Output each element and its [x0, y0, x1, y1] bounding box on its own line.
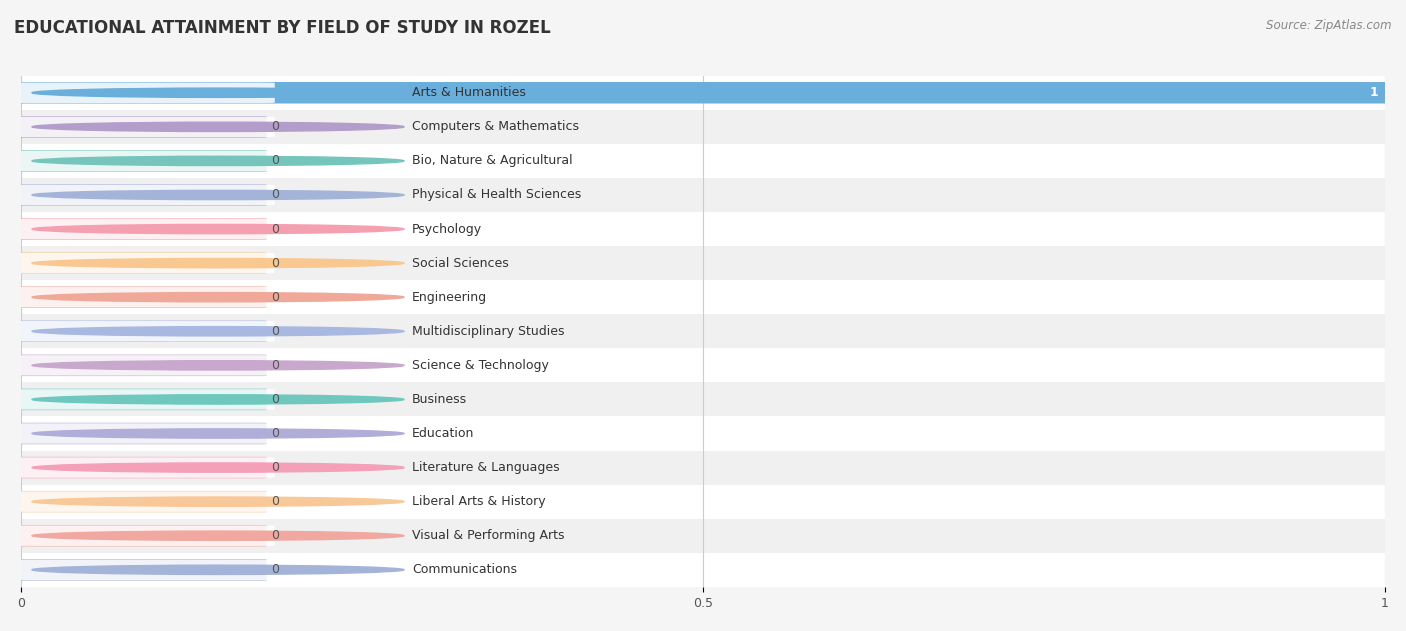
- Bar: [21, 382, 1385, 416]
- Circle shape: [32, 191, 404, 199]
- Bar: [21, 110, 1385, 144]
- Text: 0: 0: [271, 121, 278, 133]
- Bar: [21, 212, 1385, 246]
- Text: Communications: Communications: [412, 563, 517, 576]
- Text: Education: Education: [412, 427, 475, 440]
- Text: 0: 0: [271, 257, 278, 269]
- FancyBboxPatch shape: [14, 82, 1392, 103]
- FancyBboxPatch shape: [14, 150, 267, 172]
- FancyBboxPatch shape: [15, 389, 274, 410]
- FancyBboxPatch shape: [14, 184, 267, 206]
- Bar: [21, 519, 1385, 553]
- Text: EDUCATIONAL ATTAINMENT BY FIELD OF STUDY IN ROZEL: EDUCATIONAL ATTAINMENT BY FIELD OF STUDY…: [14, 19, 551, 37]
- Bar: [21, 553, 1385, 587]
- Text: Visual & Performing Arts: Visual & Performing Arts: [412, 529, 565, 542]
- Text: Physical & Health Sciences: Physical & Health Sciences: [412, 189, 582, 201]
- Text: Arts & Humanities: Arts & Humanities: [412, 86, 526, 99]
- Text: 0: 0: [271, 529, 278, 542]
- Text: Bio, Nature & Agricultural: Bio, Nature & Agricultural: [412, 155, 572, 167]
- FancyBboxPatch shape: [14, 559, 267, 581]
- FancyBboxPatch shape: [15, 492, 274, 512]
- Text: 0: 0: [271, 461, 278, 474]
- FancyBboxPatch shape: [14, 457, 267, 478]
- FancyBboxPatch shape: [15, 560, 274, 580]
- Text: 0: 0: [271, 223, 278, 235]
- Text: Psychology: Psychology: [412, 223, 482, 235]
- FancyBboxPatch shape: [15, 83, 274, 103]
- FancyBboxPatch shape: [14, 389, 267, 410]
- Text: Literature & Languages: Literature & Languages: [412, 461, 560, 474]
- FancyBboxPatch shape: [14, 218, 267, 240]
- Text: Liberal Arts & History: Liberal Arts & History: [412, 495, 546, 508]
- Circle shape: [32, 293, 404, 302]
- FancyBboxPatch shape: [15, 117, 274, 137]
- Text: Computers & Mathematics: Computers & Mathematics: [412, 121, 579, 133]
- FancyBboxPatch shape: [15, 219, 274, 239]
- FancyBboxPatch shape: [15, 457, 274, 478]
- Bar: [21, 144, 1385, 178]
- Text: 0: 0: [271, 325, 278, 338]
- Circle shape: [32, 429, 404, 438]
- Circle shape: [32, 531, 404, 540]
- FancyBboxPatch shape: [14, 252, 267, 274]
- Circle shape: [32, 156, 404, 165]
- FancyBboxPatch shape: [15, 321, 274, 341]
- FancyBboxPatch shape: [15, 253, 274, 273]
- FancyBboxPatch shape: [14, 423, 267, 444]
- Circle shape: [32, 395, 404, 404]
- FancyBboxPatch shape: [14, 525, 267, 546]
- Text: 0: 0: [271, 189, 278, 201]
- FancyBboxPatch shape: [15, 526, 274, 546]
- Text: 0: 0: [271, 393, 278, 406]
- Text: Multidisciplinary Studies: Multidisciplinary Studies: [412, 325, 565, 338]
- Text: Science & Technology: Science & Technology: [412, 359, 550, 372]
- FancyBboxPatch shape: [14, 491, 267, 512]
- Text: 0: 0: [271, 563, 278, 576]
- Text: 0: 0: [271, 155, 278, 167]
- Circle shape: [32, 463, 404, 472]
- FancyBboxPatch shape: [15, 185, 274, 205]
- Circle shape: [32, 225, 404, 233]
- FancyBboxPatch shape: [14, 286, 267, 308]
- Circle shape: [32, 497, 404, 506]
- Text: Business: Business: [412, 393, 467, 406]
- Text: 0: 0: [271, 495, 278, 508]
- Bar: [21, 451, 1385, 485]
- Circle shape: [32, 259, 404, 268]
- FancyBboxPatch shape: [15, 287, 274, 307]
- Bar: [21, 348, 1385, 382]
- Circle shape: [32, 565, 404, 574]
- FancyBboxPatch shape: [15, 423, 274, 444]
- FancyBboxPatch shape: [14, 355, 267, 376]
- Bar: [21, 178, 1385, 212]
- FancyBboxPatch shape: [14, 116, 267, 138]
- Text: 1: 1: [1369, 86, 1378, 99]
- FancyBboxPatch shape: [14, 321, 267, 342]
- Text: Social Sciences: Social Sciences: [412, 257, 509, 269]
- Bar: [21, 485, 1385, 519]
- Text: 0: 0: [271, 359, 278, 372]
- Text: 0: 0: [271, 427, 278, 440]
- Circle shape: [32, 361, 404, 370]
- FancyBboxPatch shape: [15, 355, 274, 375]
- Bar: [21, 416, 1385, 451]
- Bar: [21, 280, 1385, 314]
- Text: Engineering: Engineering: [412, 291, 488, 304]
- FancyBboxPatch shape: [15, 151, 274, 171]
- Text: Source: ZipAtlas.com: Source: ZipAtlas.com: [1267, 19, 1392, 32]
- Circle shape: [32, 327, 404, 336]
- Circle shape: [32, 122, 404, 131]
- Text: 0: 0: [271, 291, 278, 304]
- Bar: [21, 246, 1385, 280]
- Bar: [21, 76, 1385, 110]
- Circle shape: [32, 88, 404, 97]
- Bar: [21, 314, 1385, 348]
